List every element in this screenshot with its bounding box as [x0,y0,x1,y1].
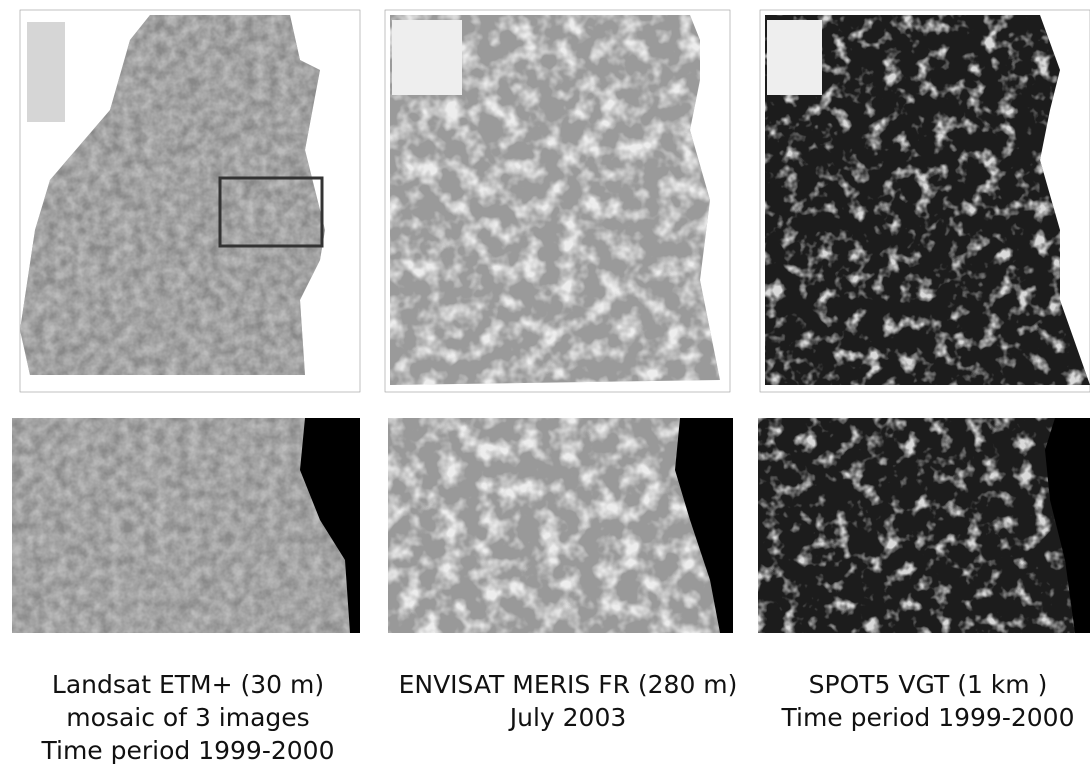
zoom-spot [758,418,1090,633]
caption-line: ENVISAT MERIS FR (280 m) [399,670,738,699]
caption-line: Time period 1999-2000 [41,736,335,765]
caption-line: July 2003 [508,703,627,732]
caption-spot: SPOT5 VGT (1 km ) Time period 1999-2000 [781,670,1075,732]
figure: Landsat ETM+ (30 m) mosaic of 3 images T… [0,0,1090,771]
caption-line: mosaic of 3 images [66,703,309,732]
caption-line: SPOT5 VGT (1 km ) [809,670,1048,699]
caption-line: Landsat ETM+ (30 m) [52,670,324,699]
map-spot [760,10,1090,392]
map-meris [385,10,730,392]
caption-landsat: Landsat ETM+ (30 m) mosaic of 3 images T… [41,670,335,765]
caption-meris: ENVISAT MERIS FR (280 m) July 2003 [399,670,738,732]
map-landsat [20,10,360,392]
caption-line: Time period 1999-2000 [781,703,1075,732]
zoom-landsat [12,418,360,633]
zoom-meris [388,418,733,633]
